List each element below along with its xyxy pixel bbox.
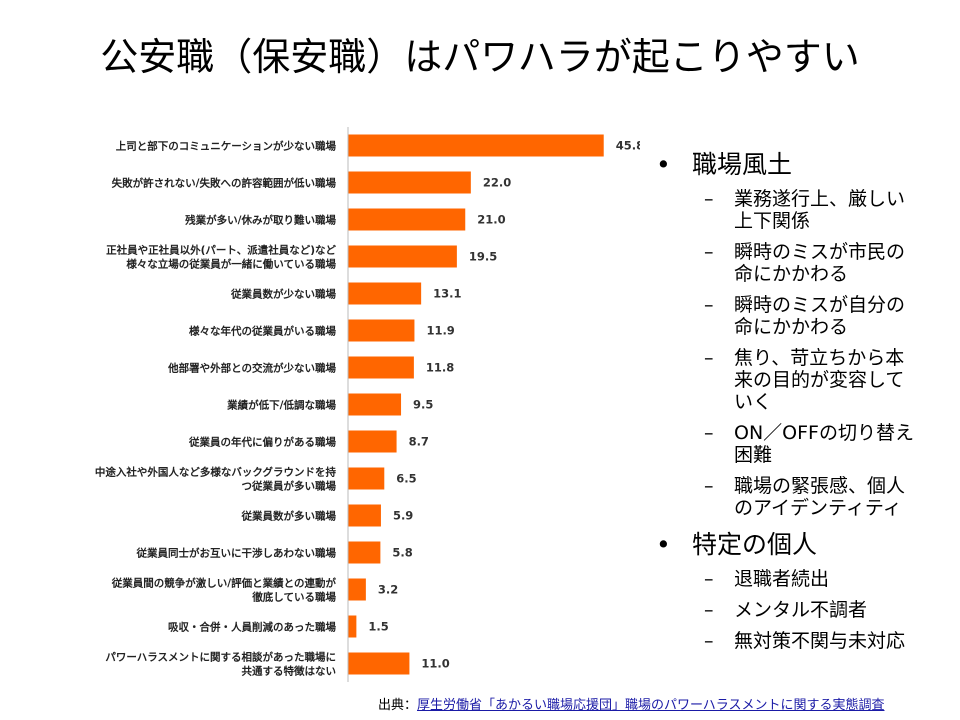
category-label: 従業員数が多い職場 [241, 510, 337, 523]
sub-bullet-line: 焦り、苛立ちから本 [734, 347, 905, 369]
sub-bullet: – 業務遂行上、厳しい 上下関係 [652, 188, 952, 232]
value-label: 6.5 [396, 472, 416, 486]
bullet-dot-icon: • [656, 530, 671, 559]
sub-bullet-line: いく [734, 391, 773, 413]
bar-chart: 45.8 上司と部下のコミュニケーションが少ない職場 22.0 失敗が許されない/失敗… [95, 127, 640, 682]
category-label: 従業員同士がお互いに干渉しあわない職場 [136, 547, 337, 560]
value-label: 5.9 [393, 509, 413, 523]
source-prefix: 出典： [378, 698, 418, 713]
bar [348, 430, 397, 453]
category-label: 業績が低下/低調な職場 [226, 399, 336, 412]
dash-icon: – [704, 630, 714, 652]
value-label: 8.7 [409, 435, 429, 449]
source-citation: 出典：厚生労働省「あかるい職場応援団」職場のパワーハラスメントに関する実態調査 [378, 694, 885, 713]
bar [348, 282, 422, 305]
sub-bullet-line: 命にかかわる [734, 263, 849, 285]
bar [348, 171, 471, 194]
sub-bullet: – 焦り、苛立ちから本 来の目的が変容して いく [652, 347, 952, 413]
bar [348, 615, 357, 638]
dash-icon: – [704, 188, 714, 210]
sub-bullet: – メンタル不調者 [652, 599, 952, 621]
category-label: 従業員の年代に偏りがある職場 [188, 436, 336, 449]
dash-icon: – [704, 568, 714, 590]
sub-bullet: – 無対策不関与未対応 [652, 630, 952, 652]
page-title: 公安職（保安職）はパワハラが起こりやすい [100, 35, 860, 79]
value-label: 11.9 [426, 324, 454, 338]
category-label: パワーハラスメントに関する相談があった職場に共通する特徴はない [105, 651, 336, 678]
sub-bullet: – 職場の緊張感、個人 のアイデンティティ [652, 475, 952, 519]
sub-bullet-line: 無対策不関与未対応 [734, 630, 906, 652]
sub-bullet-line: のアイデンティティ [734, 497, 902, 519]
category-label: 他部署や外部との交流が少ない職場 [167, 362, 336, 375]
value-label: 19.5 [469, 250, 497, 264]
dash-icon: – [704, 241, 714, 263]
sub-bullet: – 瞬時のミスが自分の 命にかかわる [652, 294, 952, 338]
sub-bullet-line: メンタル不調者 [734, 599, 868, 621]
value-label: 11.8 [426, 361, 454, 375]
sub-bullet-line: 瞬時のミスが自分の [734, 294, 906, 316]
category-label: 従業員数が少ない職場 [230, 288, 336, 301]
sub-bullet-line: 上下関係 [734, 210, 811, 232]
dash-icon: – [704, 422, 714, 444]
value-label: 11.0 [421, 657, 449, 671]
category-label: 上司と部下のコミュニケーションが少ない職場 [116, 140, 337, 153]
dash-icon: – [704, 475, 714, 497]
bar [348, 652, 410, 675]
bar [348, 467, 385, 490]
bar [348, 356, 414, 379]
bullet-dot-icon: • [656, 150, 671, 179]
value-label: 22.0 [483, 176, 511, 190]
category-label: 残業が多い/休みが取り難い職場 [185, 214, 336, 227]
sub-bullet: – ON／OFFの切り替え 困難 [652, 422, 952, 466]
bar [348, 393, 402, 416]
bar [348, 541, 381, 564]
sub-bullet-line: 困難 [734, 444, 773, 466]
bar [348, 319, 415, 342]
bullet-heading: • 特定の個人 [652, 528, 952, 562]
sub-bullet-line: 命にかかわる [734, 316, 849, 338]
value-label: 3.2 [378, 583, 398, 597]
bar [348, 245, 457, 268]
bar [348, 134, 604, 157]
bullet-list: • 職場風土 – 業務遂行上、厳しい 上下関係 – 瞬時のミスが市民の 命にかかわる – 瞬時のミ… [652, 148, 952, 661]
dash-icon: – [704, 599, 714, 621]
sub-bullet-line: ON／OFFの切り替え [734, 422, 914, 444]
bullet-heading-text: 特定の個人 [692, 530, 818, 559]
sub-bullet-line: 瞬時のミスが市民の [734, 241, 906, 263]
value-label: 45.8 [616, 139, 640, 153]
bullet-heading-text: 職場風土 [692, 150, 793, 179]
sub-bullet: – 瞬時のミスが市民の 命にかかわる [652, 241, 952, 285]
bullet-heading: • 職場風土 [652, 148, 952, 182]
category-label: 従業員間の競争が激しい/評価と業績との連動が徹底している職場 [111, 577, 337, 604]
value-label: 5.8 [392, 546, 412, 560]
category-label: 失敗が許されない/失敗への許容範囲が低い職場 [112, 177, 337, 190]
sub-bullet-line: 退職者続出 [734, 568, 830, 590]
value-label: 9.5 [413, 398, 433, 412]
source-link[interactable]: 厚生労働省「あかるい職場応援団」職場のパワーハラスメントに関する実態調査 [417, 698, 885, 713]
dash-icon: – [704, 294, 714, 316]
sub-bullet-line: 職場の緊張感、個人 [734, 475, 906, 497]
bar [348, 208, 466, 231]
bar [348, 578, 366, 601]
category-label: 正社員や正社員以外(パート、派遣社員など)など様々な立場の従業員が一緒に働いてい… [106, 244, 336, 271]
sub-bullet-line: 業務遂行上、厳しい [734, 188, 906, 210]
bar [348, 504, 381, 527]
sub-bullet-line: 来の目的が変容して [734, 369, 905, 391]
sub-bullet: – 退職者続出 [652, 568, 952, 590]
category-label: 様々な年代の従業員がいる職場 [189, 325, 336, 338]
value-label: 1.5 [368, 620, 388, 634]
category-label: 中途入社や外国人など多様なバックグラウンドを持つ従業員が多い職場 [95, 466, 337, 493]
value-label: 13.1 [433, 287, 461, 301]
dash-icon: – [704, 347, 714, 369]
category-label: 吸収・合併・人員削減のあった職場 [168, 621, 336, 634]
value-label: 21.0 [477, 213, 505, 227]
